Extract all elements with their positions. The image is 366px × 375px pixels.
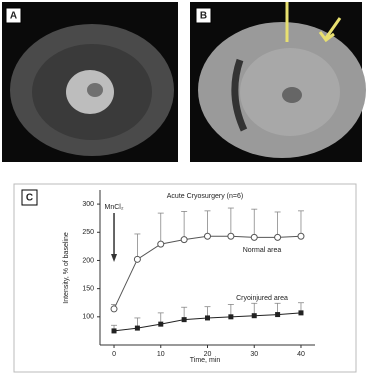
x-tick-label: 40 <box>297 351 305 358</box>
annotation-arrowhead <box>111 254 118 262</box>
label-box <box>5 7 22 24</box>
x-axis-label: Time, min <box>190 357 221 364</box>
series-label: Normal area <box>243 247 282 254</box>
panel-label: A <box>10 11 17 22</box>
x-tick-label: 30 <box>250 351 258 358</box>
data-point <box>205 315 210 321</box>
x-tick-label: 10 <box>157 351 165 358</box>
data-point <box>158 321 164 327</box>
x-tick-label: 20 <box>204 351 212 358</box>
data-point <box>181 317 187 323</box>
data-point <box>251 313 257 319</box>
y-tick-label: 250 <box>82 229 94 236</box>
data-point <box>274 233 282 241</box>
data-point <box>157 240 165 248</box>
data-point <box>133 255 141 263</box>
annotation: MnCl₂ <box>104 204 123 211</box>
series-label: Cryoinjured area <box>236 295 288 302</box>
label-box <box>21 189 38 206</box>
data-point <box>228 314 234 320</box>
data-point <box>250 233 258 241</box>
data-point <box>275 312 281 318</box>
label-box <box>195 7 212 24</box>
image-b-dark-band <box>231 58 248 132</box>
data-point <box>111 328 117 334</box>
y-tick-label: 150 <box>82 285 94 292</box>
data-point <box>110 305 118 313</box>
chart-frame <box>13 183 357 373</box>
panel-label: B <box>200 11 207 22</box>
y-axis-label: Intensity, % of baseline <box>63 232 70 304</box>
image-b-core <box>282 87 302 103</box>
arrow-yellow-diag <box>318 17 342 43</box>
y-tick-label: 200 <box>82 257 94 264</box>
data-point <box>180 236 188 244</box>
data-point <box>204 232 211 240</box>
y-tick-label: 300 <box>82 201 94 208</box>
chart-title: Acute Cryosurgery (n=6) <box>167 193 243 200</box>
data-point <box>227 232 235 240</box>
image-a-core <box>87 83 103 97</box>
data-point <box>297 232 305 240</box>
data-point <box>298 310 304 316</box>
y-tick-label: 100 <box>82 314 94 321</box>
data-point <box>134 325 140 331</box>
panel-label: C <box>26 193 33 204</box>
x-tick-label: 0 <box>112 351 116 358</box>
